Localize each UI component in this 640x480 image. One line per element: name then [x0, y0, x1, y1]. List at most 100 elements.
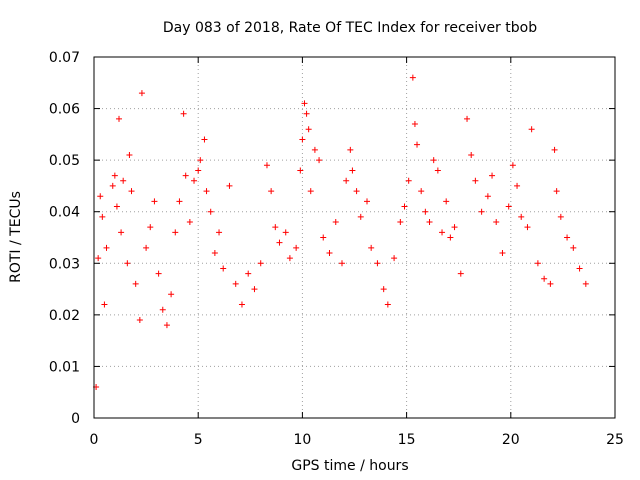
data-point	[434, 167, 441, 174]
data-point	[451, 224, 458, 231]
data-point	[397, 219, 404, 226]
data-point	[128, 188, 135, 195]
data-point	[411, 121, 418, 128]
data-point	[353, 188, 360, 195]
data-point	[326, 249, 333, 256]
data-point	[293, 244, 300, 251]
data-point	[426, 219, 433, 226]
data-point	[505, 203, 512, 210]
y-axis-label: ROTI / TECUs	[8, 191, 24, 283]
data-point	[576, 265, 583, 272]
data-point	[414, 141, 421, 148]
data-point	[493, 219, 500, 226]
data-point	[457, 270, 464, 277]
plot-frame	[93, 56, 616, 419]
data-point	[207, 208, 214, 215]
data-point	[191, 177, 198, 184]
data-point	[182, 172, 189, 179]
data-point	[332, 219, 339, 226]
data-point	[151, 198, 158, 205]
data-point	[118, 229, 125, 236]
data-point	[203, 188, 210, 195]
data-point	[245, 270, 252, 277]
data-point	[216, 229, 223, 236]
data-point	[430, 157, 437, 164]
data-point	[116, 115, 123, 122]
data-point	[109, 182, 116, 189]
data-point	[111, 172, 118, 179]
data-point	[172, 229, 179, 236]
data-point	[557, 213, 564, 220]
x-tick-label: 15	[398, 432, 416, 448]
y-tick-label: 0	[71, 411, 80, 427]
data-point	[226, 182, 233, 189]
data-point	[299, 136, 306, 143]
data-point	[439, 229, 446, 236]
data-point	[95, 255, 102, 262]
data-point	[551, 146, 558, 153]
data-point	[257, 260, 264, 267]
data-point	[124, 260, 131, 267]
x-tick-labels: 0 5 10 15 20 25	[90, 432, 624, 448]
x-tick-label: 25	[606, 432, 624, 448]
data-point	[168, 291, 175, 298]
data-point	[468, 151, 475, 158]
data-point	[126, 151, 133, 158]
data-point	[301, 100, 308, 107]
data-point	[316, 157, 323, 164]
data-point	[282, 229, 289, 236]
data-point	[311, 146, 318, 153]
y-tick-label: 0.07	[49, 50, 80, 66]
data-point	[211, 249, 218, 256]
data-point	[286, 255, 293, 262]
y-tick-label: 0.03	[49, 256, 80, 272]
x-tick-label: 0	[90, 432, 99, 448]
y-tick-label: 0.01	[49, 359, 80, 375]
data-point	[499, 249, 506, 256]
data-point	[405, 177, 412, 184]
data-point	[197, 157, 204, 164]
data-point	[195, 167, 202, 174]
data-point	[155, 270, 162, 277]
data-point	[447, 234, 454, 241]
data-point	[489, 172, 496, 179]
data-point	[159, 306, 166, 313]
data-point	[220, 265, 227, 272]
data-point	[524, 224, 531, 231]
data-point	[268, 188, 275, 195]
data-point	[347, 146, 354, 153]
data-point	[101, 301, 108, 308]
data-point	[138, 90, 145, 97]
data-point	[368, 244, 375, 251]
data-point	[409, 74, 416, 81]
data-point	[113, 203, 120, 210]
data-point	[120, 177, 127, 184]
data-point	[143, 244, 150, 251]
data-point	[186, 219, 193, 226]
y-tick-label: 0.04	[49, 205, 80, 221]
data-point	[384, 301, 391, 308]
data-point	[472, 177, 479, 184]
data-point	[534, 260, 541, 267]
data-point	[349, 167, 356, 174]
data-point	[238, 301, 245, 308]
data-point	[443, 198, 450, 205]
data-point	[132, 280, 139, 287]
data-point	[582, 280, 589, 287]
y-tick-label: 0.05	[49, 153, 80, 169]
data-point	[303, 110, 310, 117]
data-point	[422, 208, 429, 215]
data-point	[99, 213, 106, 220]
data-point	[232, 280, 239, 287]
data-point	[374, 260, 381, 267]
data-point	[464, 115, 471, 122]
data-point	[570, 244, 577, 251]
data-point	[509, 162, 516, 169]
data-point	[147, 224, 154, 231]
data-point	[305, 126, 312, 133]
data-point	[307, 188, 314, 195]
grid-lines	[94, 57, 615, 418]
data-point	[297, 167, 304, 174]
data-point	[357, 213, 364, 220]
